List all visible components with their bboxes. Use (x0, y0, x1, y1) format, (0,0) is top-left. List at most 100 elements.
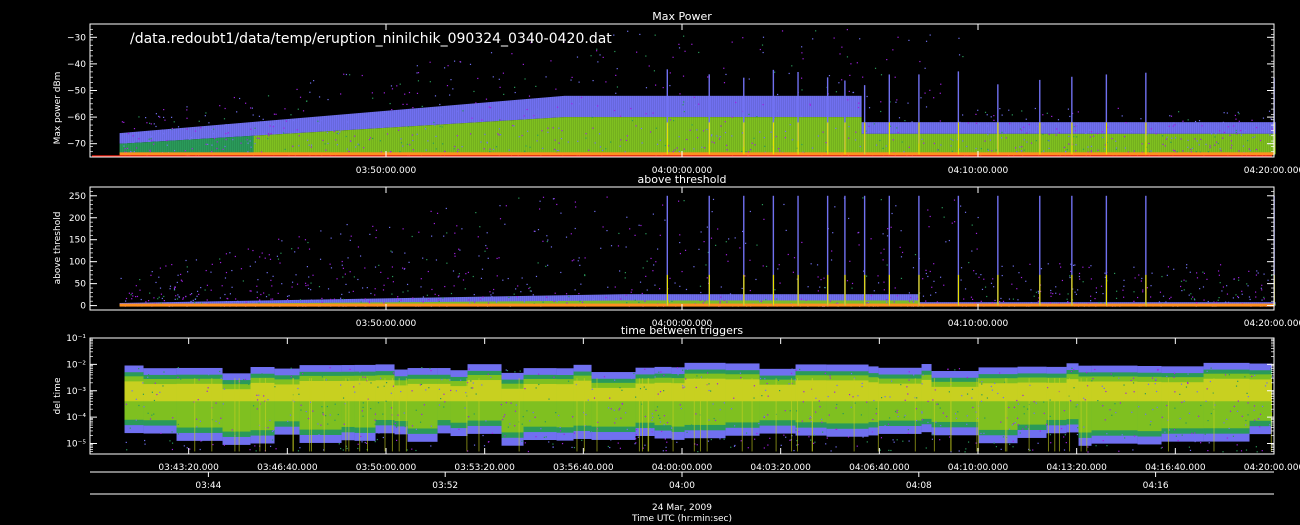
density-column (855, 95, 858, 118)
data-point (305, 284, 307, 287)
density-column-core (801, 300, 804, 306)
density-column (649, 294, 652, 306)
data-point (1249, 149, 1252, 152)
data-point (299, 96, 302, 98)
data-point (164, 119, 166, 121)
data-point (614, 50, 616, 53)
data-point (868, 107, 871, 109)
data-point (489, 107, 492, 109)
density-column-core (601, 300, 604, 306)
density-column (835, 117, 838, 155)
data-point (1142, 291, 1144, 293)
data-point (407, 126, 409, 128)
density-column (787, 95, 790, 118)
data-point (917, 294, 919, 296)
data-point (1075, 144, 1077, 146)
density-column (329, 115, 332, 132)
data-point (597, 61, 599, 63)
density-column (433, 106, 436, 125)
density-column (793, 117, 796, 155)
density-column (505, 120, 508, 155)
density-column (1251, 133, 1254, 155)
density-column (379, 111, 382, 129)
density-column (243, 122, 246, 137)
spike (743, 77, 745, 147)
data-point (731, 116, 733, 118)
density-column (761, 117, 764, 155)
data-point (366, 299, 369, 301)
density-column (819, 95, 822, 118)
data-point (464, 288, 466, 290)
density-column (829, 294, 832, 306)
spike (708, 74, 710, 144)
data-point (574, 201, 576, 203)
data-point (177, 274, 179, 276)
density-column (563, 95, 566, 118)
data-point (1101, 131, 1103, 133)
data-point (265, 296, 268, 298)
density-column (195, 126, 198, 140)
density-block-peak (394, 385, 408, 402)
data-point (169, 288, 171, 290)
data-point (547, 127, 549, 129)
density-column (1163, 133, 1166, 155)
density-block-peak (1249, 379, 1272, 402)
data-point (159, 267, 162, 269)
density-column-core (689, 300, 692, 306)
data-point (297, 108, 299, 110)
density-column (935, 122, 938, 134)
density-column (155, 130, 158, 142)
density-column-core (519, 301, 522, 306)
data-point (704, 147, 706, 149)
data-point (273, 113, 275, 115)
density-column (947, 122, 950, 134)
data-point (1020, 129, 1023, 131)
density-column (291, 299, 294, 306)
data-point (487, 302, 490, 304)
density-column (433, 297, 436, 306)
data-point (893, 301, 895, 303)
density-column (1125, 133, 1128, 155)
density-column (1051, 122, 1054, 134)
data-point (513, 293, 515, 295)
density-column (555, 117, 558, 155)
data-point (250, 146, 252, 148)
data-point (454, 232, 456, 234)
density-column-core (795, 300, 798, 306)
spike (957, 195, 960, 306)
data-point (446, 232, 448, 234)
density-column (477, 296, 480, 306)
density-column (735, 294, 738, 306)
density-column (841, 294, 844, 306)
data-point (219, 105, 221, 107)
data-point (252, 249, 254, 252)
data-point (770, 131, 772, 133)
density-column (899, 122, 902, 134)
data-point (436, 212, 439, 214)
density-column (845, 117, 848, 155)
density-column (1193, 133, 1196, 155)
data-point (229, 293, 231, 295)
data-point (368, 139, 371, 141)
data-point (512, 124, 514, 127)
data-point (1150, 285, 1152, 287)
density-column (885, 122, 888, 134)
spike-core (997, 274, 999, 306)
density-column-core (761, 300, 764, 306)
data-point (1046, 112, 1048, 114)
data-point (848, 137, 850, 139)
data-point (857, 232, 859, 234)
density-column-core (903, 300, 906, 306)
density-column-core (909, 300, 912, 306)
density-column (931, 133, 934, 155)
density-column (925, 122, 928, 134)
data-point (408, 91, 411, 94)
density-column (741, 117, 744, 155)
data-point (1115, 147, 1118, 149)
data-point (962, 114, 964, 116)
density-column-core (767, 300, 770, 306)
data-point (655, 127, 657, 129)
data-point (1058, 132, 1060, 134)
data-point (275, 113, 277, 115)
density-column-core (845, 300, 848, 306)
